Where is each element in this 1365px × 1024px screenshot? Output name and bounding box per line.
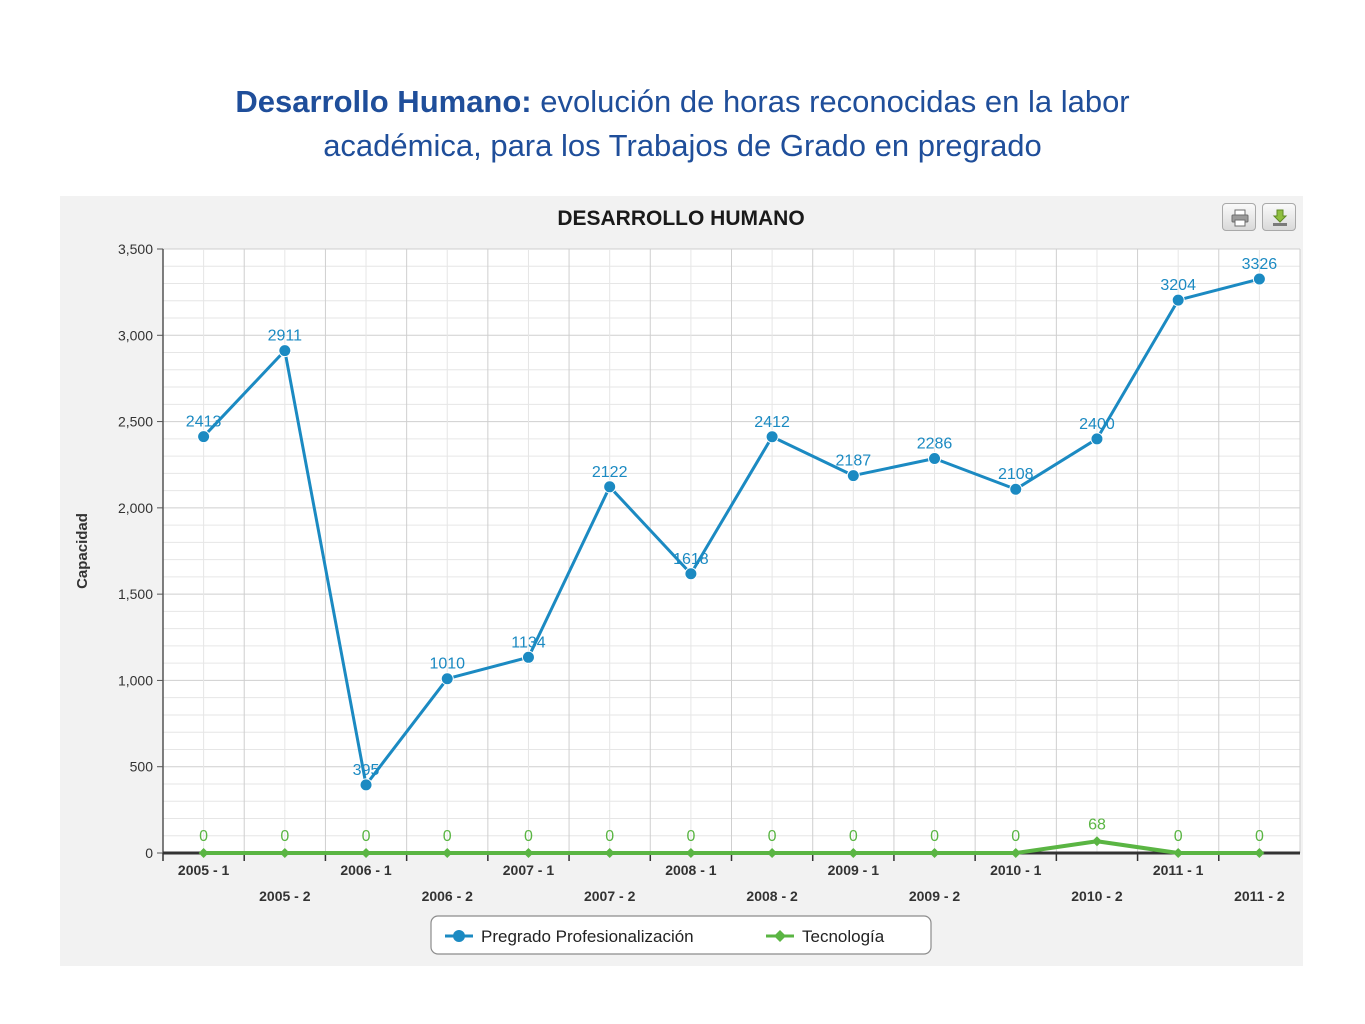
data-point-pregrado bbox=[359, 778, 373, 792]
data-label-tecnologia: 68 bbox=[1088, 816, 1106, 833]
data-point-tecnologia bbox=[767, 848, 778, 858]
x-tick-label: 2008 - 1 bbox=[665, 862, 717, 878]
x-tick-label: 2009 - 1 bbox=[828, 862, 880, 878]
data-label-pregrado: 1010 bbox=[429, 656, 465, 673]
y-tick-label: 0 bbox=[145, 845, 153, 861]
data-label-tecnologia: 0 bbox=[199, 828, 208, 845]
legend-box bbox=[430, 915, 932, 955]
data-label-pregrado: 3326 bbox=[1242, 256, 1278, 273]
printer-icon bbox=[1231, 209, 1249, 227]
x-tick-label: 2005 - 1 bbox=[178, 862, 230, 878]
data-label-tecnologia: 0 bbox=[524, 828, 533, 845]
chart-panel: 0 500 1,000 1,500 2,000 2,500 3,000 3,500 2005 -… bbox=[60, 196, 1303, 966]
line-chart: 0 500 1,000 1,500 2,000 2,500 3,000 3,500 2005 -… bbox=[74, 207, 1301, 955]
y-axis-title: Capacidad bbox=[74, 513, 91, 589]
slide-title: Desarrollo Humano: evolución de horas re… bbox=[0, 80, 1365, 168]
data-point-tecnologia bbox=[848, 848, 859, 858]
data-label-pregrado: 2122 bbox=[592, 464, 628, 481]
data-label-tecnologia: 0 bbox=[443, 828, 452, 845]
data-point-pregrado bbox=[846, 469, 860, 483]
x-tick-label: 2011 - 2 bbox=[1234, 888, 1285, 904]
data-point-tecnologia bbox=[361, 848, 372, 858]
data-point-pregrado bbox=[440, 672, 454, 686]
slide-title-rest: evolución de horas reconocidas en la lab… bbox=[531, 84, 1130, 119]
data-point-pregrado bbox=[684, 567, 698, 581]
x-tick-label: 2011 - 1 bbox=[1153, 862, 1204, 878]
x-tick-label: 2007 - 2 bbox=[584, 888, 636, 904]
data-label-pregrado: 2286 bbox=[917, 436, 953, 453]
legend-marker-tecnologia bbox=[774, 930, 786, 942]
data-point-pregrado bbox=[603, 480, 617, 494]
data-point-pregrado bbox=[521, 650, 535, 664]
slide-title-bold: Desarrollo Humano: bbox=[235, 84, 532, 119]
data-point-pregrado bbox=[1252, 272, 1266, 286]
data-label-tecnologia: 0 bbox=[849, 828, 858, 845]
data-point-pregrado bbox=[765, 430, 779, 444]
y-tick-label: 1,000 bbox=[118, 672, 153, 688]
data-label-tecnologia: 0 bbox=[768, 828, 777, 845]
y-tick-label: 2,000 bbox=[118, 500, 153, 516]
y-tick-label: 3,000 bbox=[118, 327, 153, 343]
data-point-tecnologia bbox=[523, 848, 534, 858]
x-tick-label: 2007 - 1 bbox=[503, 862, 555, 878]
data-label-tecnologia: 0 bbox=[362, 828, 371, 845]
x-tick-label: 2010 - 2 bbox=[1071, 888, 1123, 904]
x-tick-label: 2006 - 1 bbox=[340, 862, 392, 878]
legend-label-tecnologia: Tecnología bbox=[802, 927, 885, 946]
data-label-pregrado: 395 bbox=[353, 762, 380, 779]
data-label-pregrado: 1618 bbox=[673, 551, 709, 568]
data-point-pregrado bbox=[197, 430, 211, 444]
legend-marker-pregrado bbox=[453, 930, 465, 942]
data-point-tecnologia bbox=[1091, 836, 1102, 847]
y-tick-label: 3,500 bbox=[118, 241, 153, 257]
data-label-tecnologia: 0 bbox=[1174, 828, 1183, 845]
data-label-tecnologia: 0 bbox=[605, 828, 614, 845]
data-label-pregrado: 2911 bbox=[268, 328, 303, 345]
y-tick-label: 500 bbox=[130, 759, 154, 775]
data-point-pregrado bbox=[1009, 482, 1023, 496]
x-tick-label: 2008 - 2 bbox=[746, 888, 798, 904]
download-icon bbox=[1272, 209, 1288, 226]
y-tick-label: 1,500 bbox=[118, 586, 153, 602]
x-tick-label: 2009 - 2 bbox=[909, 888, 961, 904]
x-tick-label: 2010 - 1 bbox=[990, 862, 1042, 878]
data-point-pregrado bbox=[278, 344, 292, 358]
data-label-pregrado: 2412 bbox=[754, 414, 790, 431]
series-line-tecnologia bbox=[203, 839, 1260, 855]
data-point-tecnologia bbox=[442, 848, 453, 858]
data-point-tecnologia bbox=[1010, 848, 1021, 858]
data-point-tecnologia bbox=[279, 848, 290, 858]
chart-title: DESARROLLO HUMANO bbox=[557, 207, 804, 230]
data-label-pregrado: 2187 bbox=[836, 453, 872, 470]
data-point-tecnologia bbox=[604, 848, 615, 858]
data-point-pregrado bbox=[1171, 293, 1185, 307]
data-point-tecnologia bbox=[685, 848, 696, 858]
y-tick-label: 2,500 bbox=[118, 414, 153, 430]
data-point-pregrado bbox=[928, 452, 942, 466]
data-point-tecnologia bbox=[1254, 848, 1265, 858]
data-label-pregrado: 3204 bbox=[1160, 277, 1196, 294]
data-label-pregrado: 2400 bbox=[1079, 416, 1115, 433]
data-point-tecnologia bbox=[1173, 848, 1184, 858]
data-label-tecnologia: 0 bbox=[686, 828, 695, 845]
x-tick-label: 2005 - 2 bbox=[259, 888, 311, 904]
data-label-tecnologia: 0 bbox=[1011, 828, 1020, 845]
legend-label-pregrado: Pregrado Profesionalización bbox=[481, 927, 694, 946]
series-line-pregrado bbox=[202, 277, 1260, 787]
data-point-pregrado bbox=[1090, 432, 1104, 446]
data-label-pregrado: 2108 bbox=[998, 466, 1034, 483]
data-label-pregrado: 1134 bbox=[511, 634, 546, 651]
print-button[interactable] bbox=[1222, 203, 1256, 231]
data-point-tecnologia bbox=[929, 848, 940, 858]
slide-title-line-1: Desarrollo Humano: evolución de horas re… bbox=[0, 80, 1365, 124]
data-label-tecnologia: 0 bbox=[930, 828, 939, 845]
slide-title-line-2: académica, para los Trabajos de Grado en… bbox=[323, 128, 1042, 163]
data-label-pregrado: 2413 bbox=[186, 414, 222, 431]
data-point-tecnologia bbox=[198, 848, 209, 858]
download-button[interactable] bbox=[1262, 203, 1296, 231]
data-label-tecnologia: 0 bbox=[280, 828, 289, 845]
data-label-tecnologia: 0 bbox=[1255, 828, 1264, 845]
x-tick-label: 2006 - 2 bbox=[422, 888, 474, 904]
